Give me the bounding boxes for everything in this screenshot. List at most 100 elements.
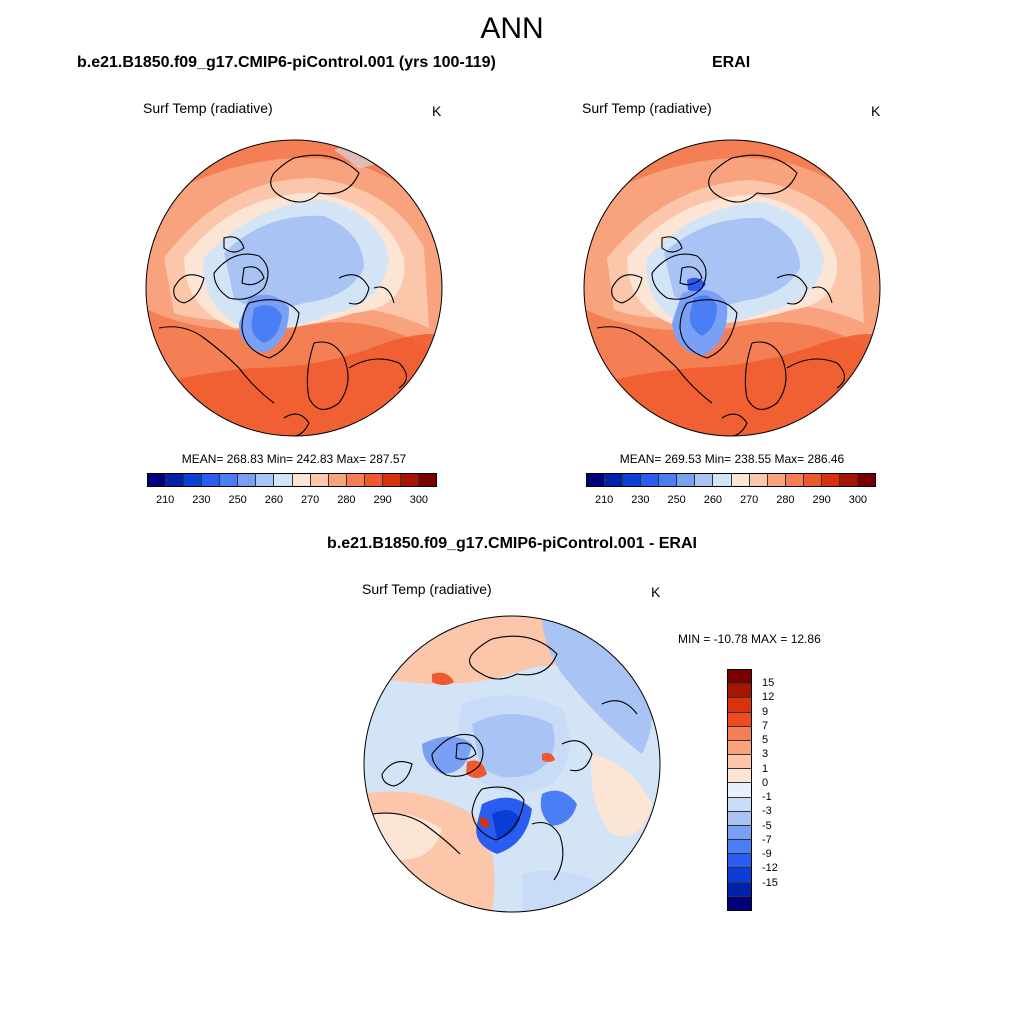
- panel3-colorbar: [727, 669, 752, 911]
- colorbar-swatch: [677, 474, 696, 486]
- colorbar-swatch: [728, 854, 751, 869]
- colorbar-tick-label: 260: [703, 494, 723, 506]
- colorbar-tick-label: 230: [631, 494, 650, 506]
- colorbar-swatch: [728, 726, 751, 741]
- colorbar-swatch: [728, 783, 751, 798]
- panel2-colorbar-ticks: 210 230 250 260 270 280 290 300: [586, 494, 876, 508]
- panel1-unit-label: K: [432, 103, 442, 119]
- colorbar-tick-label: 270: [739, 494, 759, 506]
- colorbar-swatch: [728, 840, 751, 855]
- colorbar-tick-label: -1: [762, 791, 772, 804]
- colorbar-swatch: [364, 474, 383, 486]
- colorbar-swatch: [728, 868, 751, 883]
- colorbar-swatch: [587, 474, 606, 486]
- colorbar-swatch: [728, 755, 751, 770]
- colorbar-tick-label: 290: [812, 494, 831, 506]
- colorbar-swatch: [202, 474, 221, 486]
- panel3-title: b.e21.B1850.f09_g17.CMIP6-piControl.001 …: [327, 535, 697, 552]
- colorbar-tick-label: 270: [300, 494, 320, 506]
- colorbar-swatch: [767, 474, 786, 486]
- colorbar-swatch: [749, 474, 768, 486]
- colorbar-tick-label: 15: [762, 677, 775, 690]
- colorbar-swatch: [184, 474, 203, 486]
- colorbar-tick-label: 9: [762, 705, 769, 718]
- colorbar-swatch: [731, 474, 750, 486]
- colorbar-swatch: [803, 474, 822, 486]
- colorbar-tick-label: 210: [155, 494, 175, 506]
- colorbar-swatch: [310, 474, 329, 486]
- panel1-polar-map: [145, 139, 443, 437]
- colorbar-tick-label: 250: [667, 494, 686, 506]
- colorbar-swatch: [728, 825, 751, 841]
- colorbar-tick-label: 280: [337, 494, 356, 506]
- colorbar-swatch: [346, 474, 365, 486]
- colorbar-swatch: [292, 474, 311, 486]
- colorbar-swatch: [695, 474, 714, 486]
- colorbar-swatch: [166, 474, 185, 486]
- colorbar-swatch: [148, 474, 167, 486]
- colorbar-swatch: [641, 474, 660, 486]
- colorbar-swatch: [328, 474, 347, 486]
- colorbar-swatch: [220, 474, 239, 486]
- colorbar-swatch: [785, 474, 804, 486]
- colorbar-swatch: [623, 474, 642, 486]
- colorbar-swatch: [382, 474, 401, 486]
- colorbar-swatch: [728, 896, 751, 910]
- colorbar-tick-label: -9: [762, 848, 772, 861]
- colorbar-tick-label: 5: [762, 734, 769, 747]
- panel2-stats: MEAN= 269.53 Min= 238.55 Max= 286.46: [619, 452, 845, 466]
- panel1-variable-label: Surf Temp (radiative): [143, 100, 273, 116]
- colorbar-tick-label: 0: [762, 776, 769, 789]
- colorbar-tick-label: 230: [192, 494, 211, 506]
- panel1-colorbar-ticks: 210 230 250 260 270 280 290 300: [147, 494, 437, 508]
- colorbar-tick-label: 210: [594, 494, 614, 506]
- colorbar-tick-label: -7: [762, 833, 772, 846]
- colorbar-swatch: [728, 882, 751, 897]
- colorbar-swatch: [839, 474, 858, 486]
- colorbar-tick-label: 7: [762, 719, 769, 732]
- colorbar-swatch: [605, 474, 624, 486]
- main-title: ANN: [480, 12, 544, 45]
- colorbar-tick-label: 250: [228, 494, 247, 506]
- colorbar-tick-label: 300: [409, 494, 429, 506]
- colorbar-tick-label: -5: [762, 819, 772, 832]
- colorbar-swatch: [728, 684, 751, 699]
- colorbar-tick-label: -15: [762, 876, 778, 889]
- colorbar-swatch: [728, 811, 751, 826]
- panel2-polar-map: [583, 139, 881, 437]
- panel3-colorbar-ticks: 15 12 9 7 5 3 1 0 -1 -3 -5 -7 -9 -12 -15: [762, 669, 802, 911]
- panel1-stats: MEAN= 268.83 Min= 242.83 Max= 287.57: [181, 452, 407, 466]
- colorbar-swatch: [659, 474, 678, 486]
- colorbar-swatch: [238, 474, 257, 486]
- colorbar-swatch: [728, 712, 751, 727]
- panel2-variable-label: Surf Temp (radiative): [582, 100, 712, 116]
- colorbar-tick-label: 3: [762, 748, 769, 761]
- panel2-unit-label: K: [871, 103, 881, 119]
- colorbar-tick-label: -3: [762, 805, 772, 818]
- colorbar-swatch: [713, 474, 732, 486]
- colorbar-tick-label: 12: [762, 691, 775, 704]
- colorbar-tick-label: 280: [776, 494, 795, 506]
- colorbar-tick-label: -12: [762, 862, 778, 875]
- panel1-colorbar: [147, 473, 437, 487]
- colorbar-swatch: [400, 474, 419, 486]
- colorbar-swatch: [728, 769, 751, 784]
- panel2-title: ERAI: [712, 54, 751, 71]
- panel3-unit-label: K: [651, 584, 661, 600]
- colorbar-swatch: [274, 474, 293, 486]
- panel2-colorbar: [586, 473, 876, 487]
- colorbar-swatch: [728, 740, 751, 756]
- colorbar-swatch: [418, 474, 436, 486]
- panel3-variable-label: Surf Temp (radiative): [362, 581, 492, 597]
- colorbar-tick-label: 300: [848, 494, 868, 506]
- panel3-polar-map: [363, 615, 661, 913]
- colorbar-swatch: [728, 797, 751, 812]
- colorbar-swatch: [728, 670, 751, 685]
- colorbar-tick-label: 1: [762, 762, 769, 775]
- panel3-stats: MIN = -10.78 MAX = 12.86: [678, 632, 821, 646]
- colorbar-swatch: [256, 474, 275, 486]
- panel1-title: b.e21.B1850.f09_g17.CMIP6-piControl.001 …: [77, 54, 496, 71]
- colorbar-tick-label: 290: [373, 494, 392, 506]
- colorbar-swatch: [821, 474, 840, 486]
- colorbar-swatch: [857, 474, 875, 486]
